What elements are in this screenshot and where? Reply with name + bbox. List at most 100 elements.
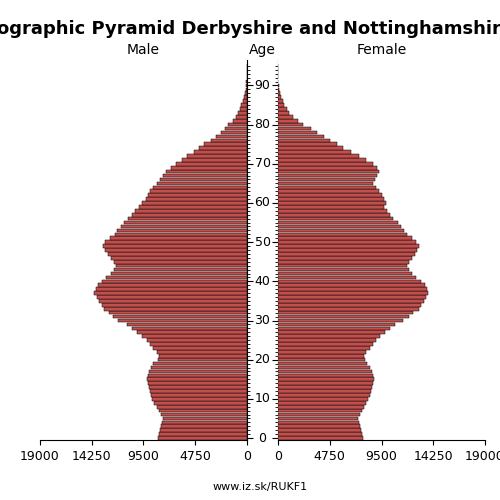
Bar <box>161 412 247 416</box>
Bar <box>278 174 377 178</box>
Bar <box>127 322 247 326</box>
Bar <box>278 92 280 95</box>
Bar <box>118 228 247 232</box>
Bar <box>278 420 358 424</box>
Bar <box>278 100 282 103</box>
Bar <box>182 158 247 162</box>
Bar <box>221 130 247 134</box>
Bar <box>108 311 247 314</box>
Bar <box>98 284 247 287</box>
Bar <box>228 123 247 126</box>
Bar <box>204 142 247 146</box>
Bar <box>278 107 286 111</box>
Bar <box>150 389 247 393</box>
Bar <box>278 358 365 362</box>
Bar <box>246 84 247 87</box>
Text: 10: 10 <box>254 392 270 406</box>
Bar <box>278 326 390 330</box>
Bar <box>236 115 247 118</box>
Bar <box>278 209 387 212</box>
Bar <box>161 424 247 428</box>
Bar <box>278 221 398 224</box>
Bar <box>278 428 361 432</box>
Bar <box>120 224 247 228</box>
Bar <box>238 111 247 114</box>
Bar <box>148 194 247 197</box>
Bar <box>278 186 376 189</box>
Bar <box>278 260 408 264</box>
Bar <box>278 198 384 201</box>
Bar <box>278 354 364 358</box>
Bar <box>278 84 279 87</box>
Bar <box>278 244 418 248</box>
Bar <box>278 154 358 158</box>
Bar <box>115 232 247 236</box>
Bar <box>278 236 412 240</box>
Bar <box>278 276 416 279</box>
Bar <box>158 436 247 440</box>
Bar <box>278 130 317 134</box>
Bar <box>151 366 247 370</box>
Bar <box>104 307 247 310</box>
Bar <box>244 96 247 99</box>
Bar <box>243 100 247 103</box>
Bar <box>278 264 406 268</box>
Bar <box>278 162 373 166</box>
Bar <box>246 88 247 91</box>
Bar <box>114 268 247 272</box>
Bar <box>110 236 247 240</box>
Bar <box>278 284 425 287</box>
Bar <box>278 416 357 420</box>
Bar <box>116 264 247 268</box>
Bar <box>158 432 247 436</box>
Bar <box>154 346 247 350</box>
Bar <box>142 201 247 205</box>
Bar <box>278 252 415 256</box>
Bar <box>240 107 247 111</box>
Bar <box>278 256 412 260</box>
Text: 80: 80 <box>254 118 270 131</box>
Bar <box>278 138 330 142</box>
Bar <box>278 315 408 318</box>
Bar <box>278 330 385 334</box>
Bar <box>278 115 293 118</box>
Bar <box>246 80 247 84</box>
Bar <box>278 272 412 276</box>
Bar <box>278 142 337 146</box>
Bar <box>158 358 247 362</box>
Bar <box>160 178 247 182</box>
Bar <box>128 217 247 220</box>
Bar <box>278 346 370 350</box>
Bar <box>278 436 363 440</box>
Bar <box>194 150 247 154</box>
Bar <box>245 92 247 95</box>
Bar <box>278 378 374 381</box>
Bar <box>132 213 247 216</box>
Bar <box>96 295 247 299</box>
Bar <box>278 217 394 220</box>
Text: Demographic Pyramid Derbyshire and Nottinghamshire 1996: Demographic Pyramid Derbyshire and Notti… <box>0 20 500 38</box>
Bar <box>278 240 416 244</box>
Bar <box>216 134 247 138</box>
Bar <box>149 370 247 373</box>
Bar <box>233 119 247 122</box>
Bar <box>278 182 373 185</box>
Bar <box>154 401 247 404</box>
Bar <box>146 198 247 201</box>
Title: Male: Male <box>127 44 160 58</box>
Bar <box>278 412 359 416</box>
Bar <box>160 428 247 432</box>
Bar <box>278 370 372 373</box>
Bar <box>278 311 413 314</box>
Bar <box>150 342 247 346</box>
Bar <box>278 292 428 295</box>
Bar <box>278 88 280 91</box>
Bar <box>278 295 426 299</box>
Bar <box>156 350 247 354</box>
Bar <box>156 182 247 185</box>
Bar <box>162 420 247 424</box>
Bar <box>278 103 284 107</box>
Bar <box>278 386 372 389</box>
Bar <box>148 382 247 385</box>
Bar <box>199 146 247 150</box>
